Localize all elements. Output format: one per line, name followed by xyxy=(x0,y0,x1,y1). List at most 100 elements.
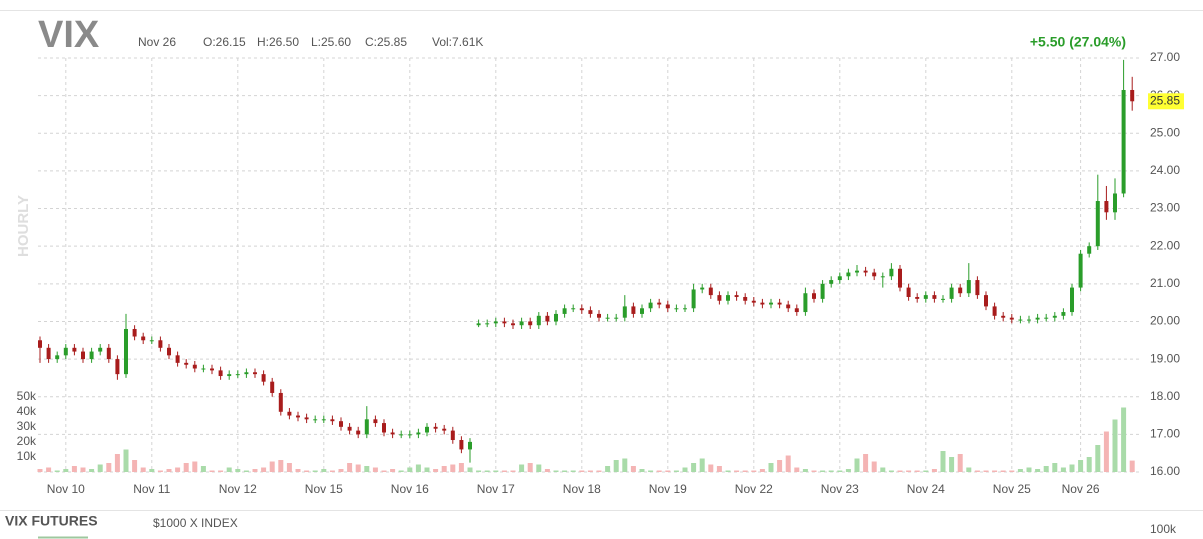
volume-bar xyxy=(665,470,671,472)
change: +5.50 (27.04%) xyxy=(1030,34,1126,50)
volume-tick-label: 20k xyxy=(17,434,37,448)
candle-body xyxy=(339,421,343,427)
volume-bar xyxy=(80,467,86,472)
candle-body xyxy=(321,419,326,421)
volume-bar xyxy=(226,467,232,472)
volume-bar xyxy=(46,467,52,472)
candle-body xyxy=(1113,193,1117,213)
candle-body xyxy=(511,323,515,326)
candle-body xyxy=(98,347,103,352)
candle-body xyxy=(1044,317,1049,319)
candle-body xyxy=(614,317,619,319)
candle-body xyxy=(734,295,739,297)
volume-bar xyxy=(725,470,731,472)
candle-body xyxy=(932,295,937,299)
volume-bar xyxy=(648,470,654,472)
candle-body xyxy=(1070,287,1074,313)
volume-bar xyxy=(132,460,138,472)
candle-body xyxy=(149,340,154,342)
volume-bar xyxy=(888,470,894,472)
candle-body xyxy=(304,417,309,420)
info-row: Nov 26 O:26.15 H:26.50 L:25.60 C:25.85 Vol:7.… xyxy=(138,35,483,49)
volume-bar xyxy=(493,470,499,472)
volume-bar xyxy=(527,463,533,472)
candle-body xyxy=(700,287,705,290)
candle-body xyxy=(941,298,945,300)
volume-bar xyxy=(106,463,112,472)
footer-title: VIX FUTURES xyxy=(5,513,98,529)
candle-body xyxy=(708,287,713,296)
y-tick-label: 16.00 xyxy=(1150,464,1180,478)
volume-bar xyxy=(476,470,482,472)
volume-bar xyxy=(708,464,714,472)
volume-bar xyxy=(484,470,490,472)
x-tick-label: Nov 12 xyxy=(219,482,257,496)
candle-body xyxy=(287,411,292,416)
volume-bar xyxy=(261,467,267,472)
candle-body xyxy=(975,280,980,296)
volume-bar xyxy=(1043,466,1049,472)
candle-body xyxy=(167,347,171,356)
volume-bar xyxy=(785,455,791,472)
volume-bar xyxy=(802,469,808,472)
candle-body xyxy=(313,419,318,421)
candle-body xyxy=(958,287,963,294)
candle-body xyxy=(1052,315,1057,318)
candle-body xyxy=(777,302,782,305)
volume-bars xyxy=(37,407,1135,472)
volume-bar xyxy=(89,469,95,472)
candle-body xyxy=(751,300,756,303)
y-tick-label: 24.00 xyxy=(1150,163,1180,177)
candle-body xyxy=(622,306,627,318)
candle-body xyxy=(1001,315,1006,318)
interval: HOURLY xyxy=(15,195,32,257)
footer-subtitle: $1000 X INDEX xyxy=(153,516,238,530)
volume-bar xyxy=(897,470,903,472)
volume-bar xyxy=(501,470,507,472)
volume-bar xyxy=(820,470,826,472)
info-item: Nov 26 xyxy=(138,35,176,49)
volume-bar xyxy=(544,469,550,472)
candle-body xyxy=(554,313,558,322)
y-tick-label: 19.00 xyxy=(1150,351,1180,365)
volume-bar xyxy=(450,464,456,472)
candle-body xyxy=(442,428,447,431)
candle-body xyxy=(846,272,851,277)
volume-bar xyxy=(536,464,542,472)
candle-body xyxy=(665,304,670,309)
volume-bar xyxy=(845,469,851,472)
volume-bar xyxy=(699,458,705,472)
candle-body xyxy=(1027,319,1031,321)
candle-body xyxy=(829,280,834,284)
candle-body xyxy=(588,310,593,314)
volume-bar xyxy=(1009,470,1015,472)
volume-bar xyxy=(931,469,937,472)
candle-body xyxy=(468,441,472,450)
candle-body xyxy=(485,323,490,325)
volume-bar xyxy=(691,463,697,472)
volume-bar xyxy=(957,454,963,472)
volume-bar xyxy=(716,466,722,472)
volume-bar xyxy=(390,469,396,472)
candle-body xyxy=(235,374,240,376)
candle-body xyxy=(923,295,928,299)
volume-tick-label: 30k xyxy=(17,419,37,433)
volume-bar xyxy=(381,470,387,472)
volume-bar xyxy=(295,469,301,472)
volume-bar xyxy=(673,470,679,472)
candle-body xyxy=(450,430,455,441)
candle-body xyxy=(46,347,51,360)
x-tick-label: Nov 16 xyxy=(391,482,429,496)
x-tick-label: Nov 25 xyxy=(993,482,1031,496)
volume-bar xyxy=(304,470,310,472)
candle-body xyxy=(330,419,335,422)
volume-tick-label: 50k xyxy=(17,389,37,403)
volume-bar xyxy=(751,470,757,472)
last-price-box xyxy=(1148,93,1184,110)
volume-bar xyxy=(338,469,344,472)
x-tick-label: Nov 17 xyxy=(477,482,515,496)
candle-body xyxy=(38,340,42,348)
candle-body xyxy=(55,355,60,360)
volume-bar xyxy=(407,467,413,472)
candle-body xyxy=(115,359,120,375)
